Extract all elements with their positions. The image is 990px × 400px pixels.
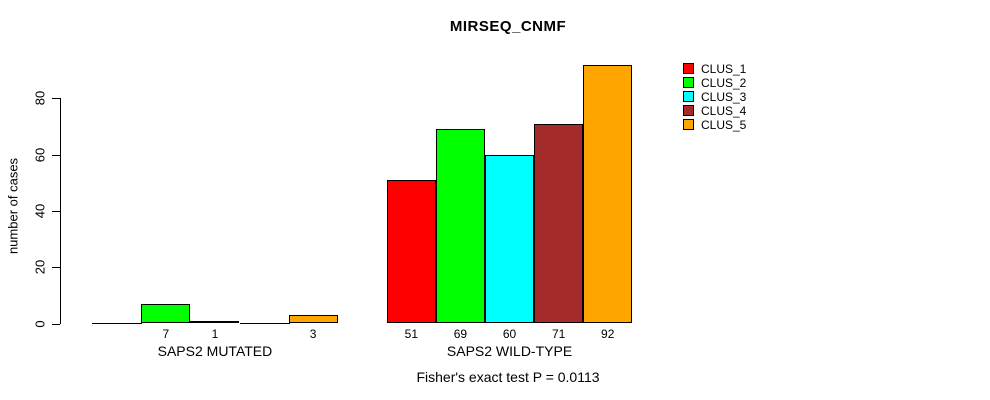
group-label: SAPS2 MUTATED (157, 343, 273, 359)
y-axis-line (60, 98, 61, 325)
bar-clus_2-mutated (141, 303, 191, 324)
legend-label: CLUS_3 (701, 89, 747, 104)
y-tick (52, 210, 60, 212)
bar-value-label: 60 (502, 327, 517, 341)
bar-clus_2-wild-type (435, 129, 485, 324)
legend-label: CLUS_1 (701, 61, 747, 76)
bar-clus_4-wild-type (534, 123, 584, 324)
y-tick-label: 40 (32, 203, 48, 219)
legend-swatch-clus_1 (683, 63, 694, 74)
legend-row: CLUS_2 (683, 75, 747, 90)
legend-swatch-clus_2 (683, 77, 694, 88)
bar-value-label: 3 (309, 327, 317, 341)
y-tick-label: 80 (32, 91, 48, 106)
bar-value-label: 51 (404, 327, 419, 341)
y-axis-title: number of cases (5, 157, 21, 255)
bar-value-label: 1 (211, 327, 219, 341)
bar-value-label: 7 (162, 327, 170, 341)
legend-label: CLUS_4 (701, 103, 747, 118)
bar-value-label: 92 (601, 327, 615, 341)
zero-height-bar-clus_1 (92, 323, 143, 324)
chart-title: MIRSEQ_CNMF (449, 18, 567, 35)
legend-row: CLUS_5 (683, 117, 747, 132)
legend-swatch-clus_5 (683, 119, 694, 130)
legend-label: CLUS_5 (701, 117, 747, 132)
bar-value-label: 69 (453, 327, 468, 341)
footer-annotation: Fisher's exact test P = 0.0113 (416, 369, 600, 385)
bar-clus_3-wild-type (485, 154, 535, 324)
y-tick-label: 20 (32, 259, 48, 275)
y-tick-label: 60 (32, 147, 48, 162)
legend-row: CLUS_4 (683, 103, 747, 118)
bar-clus_1-wild-type (386, 179, 436, 324)
legend: CLUS_1 CLUS_2 CLUS_3 CLUS_4 CLUS_5 (683, 61, 747, 132)
y-tick (52, 98, 60, 100)
bar-clus_3-mutated (190, 320, 240, 324)
bar-value-label: 71 (551, 327, 566, 341)
y-tick (52, 323, 60, 325)
y-tick (52, 267, 60, 269)
legend-swatch-clus_4 (683, 105, 694, 116)
bar-clus_5-wild-type (583, 64, 633, 324)
group-label: SAPS2 WILD-TYPE (446, 343, 573, 359)
legend-label: CLUS_2 (701, 75, 747, 90)
legend-row: CLUS_1 (683, 61, 747, 76)
bar-clus_5-mutated (288, 315, 338, 324)
zero-height-bar-clus_4 (239, 323, 290, 324)
legend-row: CLUS_3 (683, 89, 747, 104)
y-tick-label: 0 (32, 319, 48, 328)
legend-swatch-clus_3 (683, 91, 694, 102)
y-tick (52, 154, 60, 156)
